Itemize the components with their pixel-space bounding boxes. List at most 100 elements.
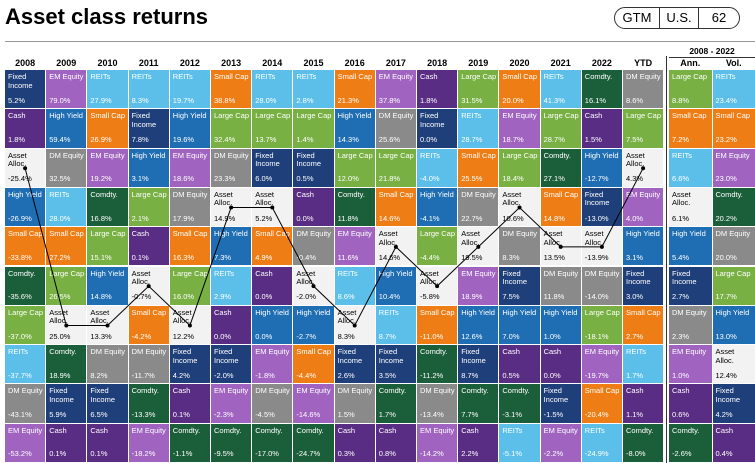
return-value: -14.0%	[584, 292, 609, 302]
return-value: -2.0%	[296, 292, 316, 302]
asset-name: EM Equity	[49, 72, 84, 81]
asset-name: High Yield	[672, 229, 706, 239]
return-value: 0.5%	[502, 370, 520, 380]
asset-name: Comdty.	[420, 347, 448, 357]
cell: Small Cap 2.7%	[623, 305, 664, 345]
return-value: 8.6%	[626, 95, 644, 105]
return-value: 13.0%	[715, 331, 737, 341]
asset-name: EM Equity	[131, 425, 166, 435]
return-value: -18.1%	[584, 331, 609, 341]
return-value: 4.2%	[715, 410, 733, 420]
cell: Small Cap 27.2%	[46, 227, 87, 266]
return-value: 14.6%	[378, 252, 401, 262]
asset-name: EM Equity	[502, 111, 537, 121]
return-value: 4.2%	[172, 370, 190, 380]
asset-name: Fixed Income	[296, 150, 321, 169]
return-value: 20.0%	[715, 252, 737, 262]
asset-name: Asset Alloc.	[255, 189, 274, 208]
asset-name: Comdty.	[8, 268, 36, 278]
return-value: -24.7%	[296, 449, 321, 459]
asset-name: Comdty.	[131, 386, 159, 396]
cell: DM Equity 20.0%	[712, 227, 755, 266]
return-value: -33.8%	[8, 252, 32, 262]
cell: Large Cap 32.4%	[211, 109, 252, 148]
asset-name: Cash	[131, 229, 150, 239]
cell: DM Equity 1.5%	[334, 384, 375, 423]
asset-name: Large Cap	[378, 150, 414, 160]
cell: REITs -24.9%	[581, 423, 622, 462]
asset-name: REITs	[543, 72, 564, 81]
return-value: 23.0%	[715, 174, 737, 184]
column-header: 2010	[97, 58, 118, 68]
return-value: -2.0%	[214, 370, 234, 380]
asset-name: Large Cap	[337, 150, 373, 160]
cell: High Yield 10.4%	[375, 266, 416, 305]
cell: EM Equity 19.2%	[87, 148, 128, 187]
asset-name: Fixed Income	[255, 150, 280, 169]
return-value: 12.0%	[337, 174, 359, 184]
cell: Comdty. -9.5%	[211, 423, 252, 462]
cell: Asset Alloc. 25.0%	[46, 305, 87, 345]
asset-name: EM Equity	[296, 386, 331, 396]
return-value: 6.1%	[672, 213, 690, 223]
cell: REITs 8.3%	[128, 70, 169, 109]
return-value: 79.0%	[49, 95, 71, 105]
asset-name: DM Equity	[378, 111, 414, 121]
column-header: 2022	[591, 58, 612, 68]
cell: Large Cap -37.0%	[5, 305, 46, 345]
return-value: 6.0%	[255, 174, 273, 184]
asset-name: Cash	[90, 425, 108, 435]
cell: EM Equity 18.7%	[499, 109, 540, 148]
asset-name: EM Equity	[255, 347, 290, 357]
cell: Comdty. -13.3%	[128, 384, 169, 423]
return-value: -2.2%	[543, 449, 564, 459]
return-value: -3.1%	[502, 410, 522, 420]
asset-name: Comdty.	[378, 386, 407, 396]
asset-name: Cash	[8, 111, 26, 121]
asset-name: REITs	[420, 150, 441, 160]
return-value: 0.0%	[420, 135, 438, 145]
cell: Comdty. -2.6%	[669, 423, 712, 462]
cell: Cash 1.1%	[623, 384, 664, 423]
return-value: 5.2%	[8, 95, 26, 105]
badge: U.S.	[659, 7, 699, 29]
cell: DM Equity 23.3%	[211, 148, 252, 187]
asset-name: Large Cap	[90, 229, 126, 239]
asset-name: DM Equity	[337, 386, 373, 396]
cell: Asset Alloc. -5.8%	[417, 266, 458, 305]
asset-name: Asset Alloc.	[502, 189, 522, 208]
return-value: 25.5%	[461, 174, 483, 184]
asset-name: High Yield	[378, 268, 413, 278]
asset-name: Comdty.	[461, 386, 489, 396]
return-value: 32.4%	[214, 135, 236, 145]
asset-name: Fixed Income	[502, 268, 527, 286]
cell: Small Cap 26.9%	[87, 109, 128, 148]
return-value: 5.4%	[672, 252, 690, 262]
asset-name: Large Cap	[172, 268, 208, 278]
cell: DM Equity 17.9%	[169, 187, 210, 227]
return-value: -5.8%	[420, 292, 440, 302]
cell: Small Cap -33.8%	[5, 227, 46, 266]
return-value: 59.4%	[49, 135, 71, 145]
cell: High Yield 13.0%	[712, 305, 755, 345]
asset-name: Comdty.	[90, 189, 118, 199]
cell: Asset Alloc. 14.9%	[211, 187, 252, 227]
asset-name: Large Cap	[255, 111, 291, 121]
cell: Large Cap 16.0%	[169, 266, 210, 305]
asset-name: Comdty.	[672, 425, 700, 435]
cell: High Yield 5.4%	[669, 227, 712, 266]
return-value: -35.6%	[8, 292, 32, 302]
column-header: 2012	[179, 58, 200, 68]
cell: Large Cap 28.7%	[540, 109, 581, 148]
cell: Small Cap -4.4%	[293, 345, 334, 384]
return-value: 3.0%	[626, 292, 644, 302]
cell: Cash 0.0%	[293, 187, 334, 227]
cell: Large Cap 26.5%	[46, 266, 87, 305]
asset-name: DM Equity	[255, 386, 290, 396]
column-header: 2015	[303, 58, 324, 68]
asset-name: Asset Alloc.	[214, 189, 233, 208]
return-value: 0.4%	[715, 449, 733, 459]
cell: Large Cap 13.7%	[252, 109, 293, 148]
return-value: -43.1%	[8, 410, 32, 420]
